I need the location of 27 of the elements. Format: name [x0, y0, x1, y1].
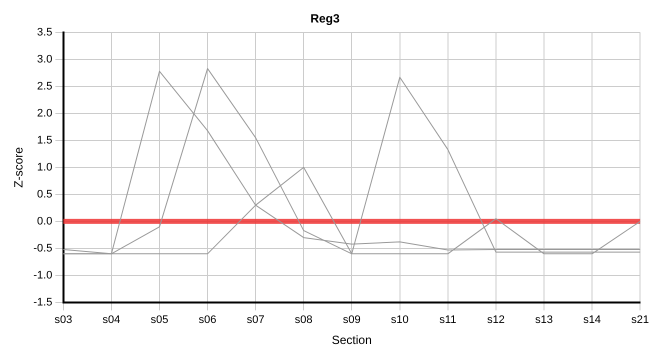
x-tick-label: s05	[150, 314, 168, 326]
y-tick-label: 1.5	[37, 134, 52, 146]
chart-title: Reg3	[310, 12, 340, 26]
x-tick-label: s04	[102, 314, 120, 326]
y-tick-label: -1.5	[33, 296, 52, 308]
x-tick-label: s07	[246, 314, 264, 326]
x-tick-label: s10	[390, 314, 409, 326]
x-axis-title: Section	[332, 333, 372, 348]
x-tick-label: s11	[439, 314, 456, 326]
x-tick-label: s12	[487, 314, 505, 326]
y-tick-label: -0.5	[33, 242, 52, 254]
x-tick-label: s21	[631, 314, 650, 326]
x-tick-label: s06	[198, 314, 216, 326]
x-tick-label: s03	[54, 314, 72, 326]
y-tick-label: -1.0	[33, 269, 52, 282]
x-tick-label: s14	[583, 314, 601, 326]
y-tick-label: 3.0	[37, 53, 52, 66]
x-tick-label: s09	[342, 314, 361, 326]
y-tick-label: 2.0	[37, 107, 52, 120]
y-tick-label: 1.0	[37, 161, 52, 174]
x-tick-label: s13	[535, 314, 553, 326]
y-tick-label: 2.5	[37, 80, 52, 92]
y-axis-title: Z-score	[12, 146, 26, 188]
y-tick-label: 0.0	[37, 215, 52, 228]
y-tick-label: 0.5	[37, 188, 52, 200]
x-tick-label: s08	[294, 314, 313, 326]
y-tick-label: 3.5	[37, 26, 52, 38]
